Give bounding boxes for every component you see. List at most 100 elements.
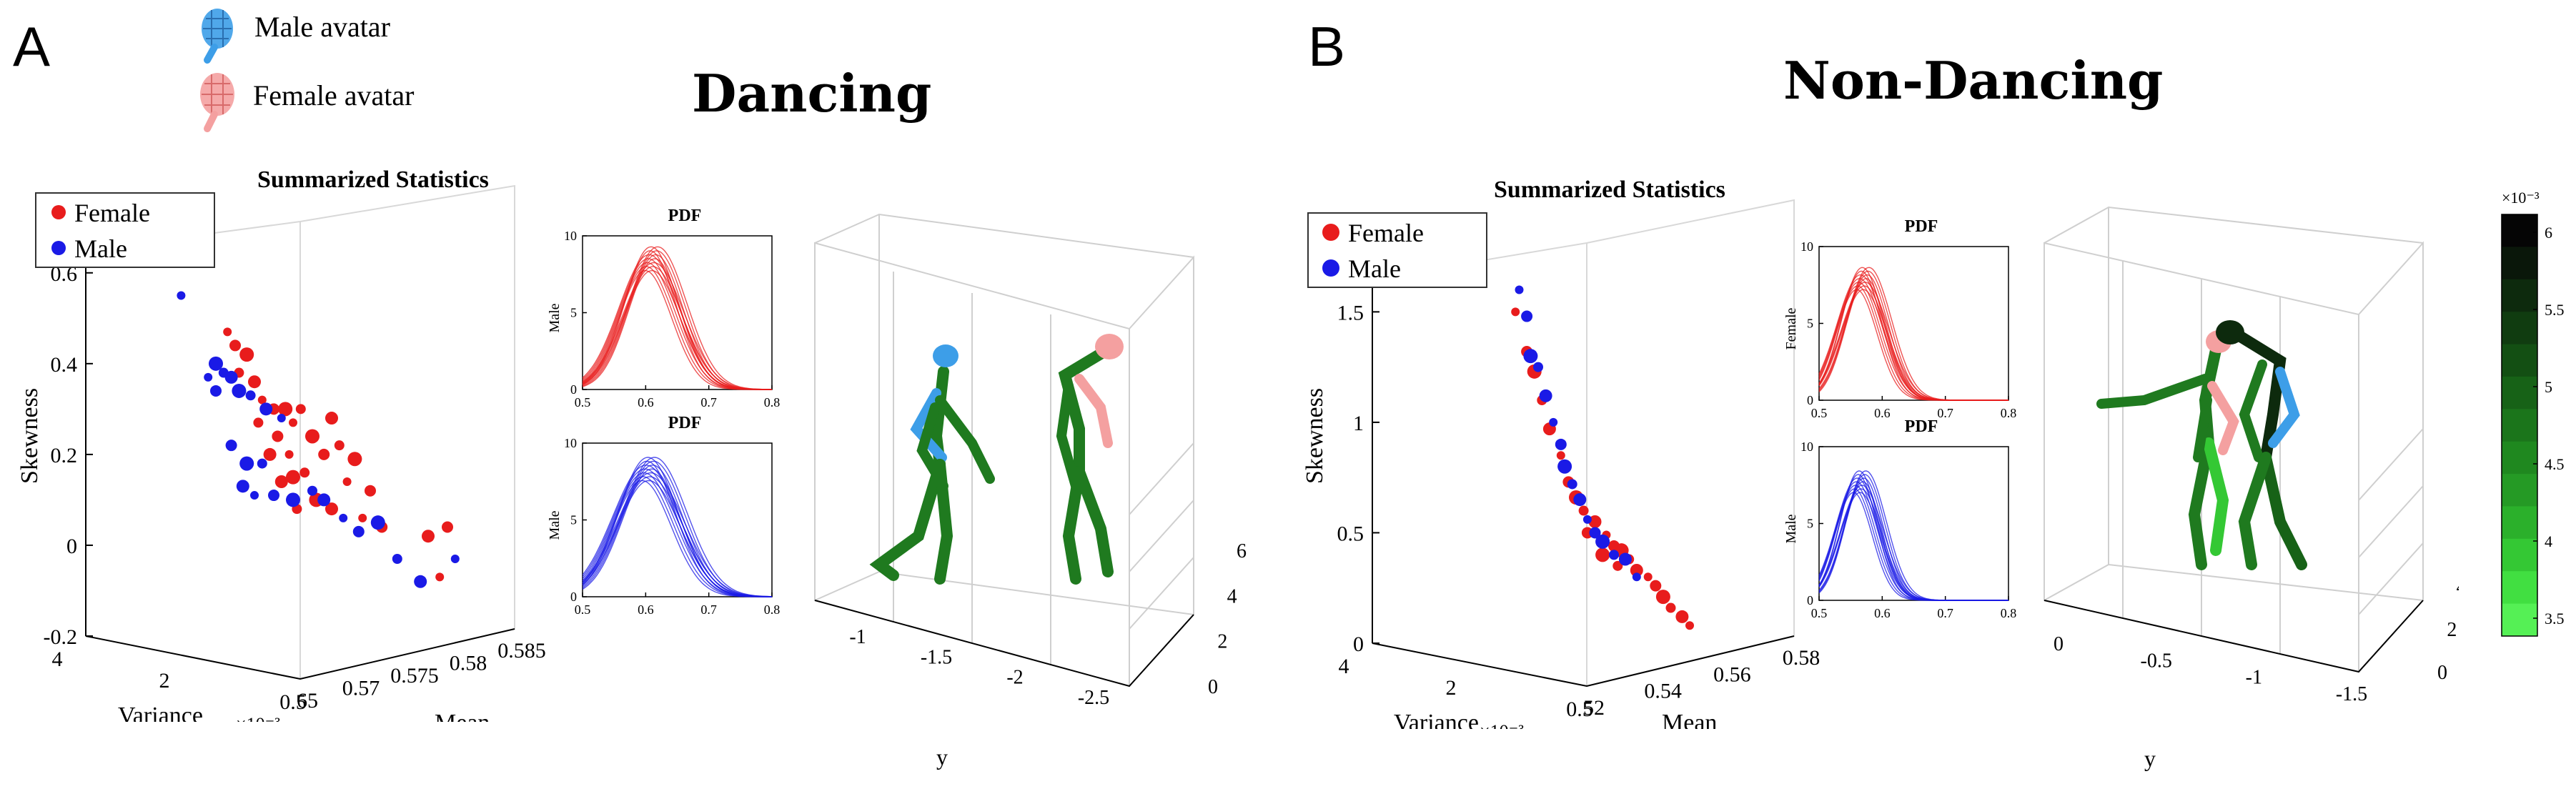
pdf-x-tick-label: 0.8	[2001, 606, 2017, 620]
male-data-point	[1521, 310, 1533, 322]
male-data-point	[209, 356, 223, 371]
male-data-point	[257, 458, 267, 469]
panel-a-skeleton-view: -1 -1.5 -2 -2.5 0 2 4 6 y	[814, 213, 1247, 770]
variance-tick-label: 2	[159, 669, 170, 693]
z-tick-label: 1.5	[1337, 301, 1364, 324]
colorbar-ticks: 6 5.5 5 4.5 4 3.5	[2533, 224, 2565, 627]
colorbar-tick-label: 5	[2545, 378, 2552, 396]
female-data-point	[229, 339, 241, 352]
female-data-point	[422, 530, 435, 543]
pdf-curve	[1818, 470, 2008, 601]
mean-tick-label: 0.57	[342, 677, 380, 700]
male-data-point	[1618, 552, 1632, 566]
pdf-y-tick-label: 5	[570, 306, 577, 320]
pdf-y-tick-label: 0	[1807, 393, 1813, 407]
panel-a-zlabel: Skewness	[16, 388, 43, 484]
legend-female-marker	[1322, 224, 1339, 241]
pdf-y-tick-label: 10	[564, 436, 577, 450]
female-data-point	[253, 417, 264, 428]
male-data-point	[1523, 349, 1538, 364]
female-data-point	[223, 327, 232, 337]
female-data-point	[1650, 580, 1662, 592]
panel-b-zlabel: Skewness	[1302, 388, 1328, 484]
panel-a-pdf-female-ylabel: Male	[547, 303, 563, 332]
male-data-point	[224, 370, 238, 384]
avatar-legend-icons	[200, 9, 234, 132]
panel-a-xlabel-exponent: ×10⁻³	[236, 714, 280, 722]
female-data-point	[1595, 547, 1610, 562]
z-tick-label: 0.2	[51, 444, 78, 467]
colorbar-swatch	[2502, 376, 2537, 410]
panel-a-xlabel: Variance	[118, 703, 203, 722]
male-data-point	[392, 554, 402, 564]
skeleton-depth-tick-label: 4	[1227, 585, 1237, 607]
panel-b-pdf-male-title: PDF	[1905, 417, 1938, 436]
legend-male-label: Male	[74, 234, 127, 263]
pdf-y-tick-label: 10	[1800, 440, 1813, 454]
male-data-point	[286, 492, 300, 507]
panel-a-pdf-male-chart: PDF Male 0.5 0.6 0.7 0.8 0 5 10	[547, 414, 781, 617]
male-data-point	[232, 383, 247, 398]
panel-a-scatter-points	[177, 249, 460, 588]
pdf-x-tick-label: 0.6	[1874, 606, 1891, 620]
female-data-point	[289, 418, 297, 427]
colorbar-tick-label: 4	[2545, 532, 2552, 550]
female-data-point	[239, 347, 254, 362]
panel-b-skeleton-xlabel: y	[2144, 745, 2156, 771]
pdf-x-tick-label: 0.6	[1874, 406, 1891, 420]
female-data-point	[1630, 564, 1643, 577]
legend-female-label: Female	[74, 199, 150, 227]
panel-a-legend: Female Male	[35, 192, 215, 268]
colorbar-tick-label: 3.5	[2545, 610, 2565, 627]
skeleton-x-tick-label: 0	[2054, 633, 2064, 655]
panel-b-title: Non-Dancing	[1783, 50, 2164, 111]
colorbar-tick-label: 5.5	[2545, 301, 2565, 319]
female-data-point	[1675, 610, 1689, 623]
pdf-curve	[582, 457, 772, 597]
skeleton-x-tick-label: -0.5	[2141, 650, 2172, 672]
variance-tick-label: 0.5	[279, 690, 307, 714]
panel-b-pdf-female-chart: PDF Female 0.5 0.6 0.7 0.8 0 5 10	[1783, 217, 2017, 420]
pdf-x-tick-label: 0.8	[2001, 406, 2017, 420]
panel-a-skeleton-xlabel: y	[936, 744, 948, 770]
female-data-point	[305, 429, 319, 444]
panel-b-pdf-male-chart: PDF Male 0.5 0.6 0.7 0.8 0 5 10	[1783, 417, 2017, 620]
panel-b-skeleton-box	[2044, 206, 2424, 673]
pdf-curve	[1818, 267, 2008, 401]
skeleton-x-tick-label: -2.5	[1078, 687, 1109, 709]
female-data-point	[365, 485, 376, 497]
female-avatar-label: Female avatar	[253, 79, 415, 111]
colorbar-tick-label: 4.5	[2545, 455, 2565, 473]
pdf-x-tick-label: 0.8	[764, 602, 781, 617]
skeleton-depth-tick-label: 2	[2447, 619, 2457, 641]
panel-b-pdf-male-ylabel: Male	[1783, 514, 1799, 543]
panel-b-xlabel-exponent: ×10⁻³	[1480, 721, 1524, 729]
mean-tick-label: 0.58	[450, 652, 487, 675]
male-data-point	[339, 513, 348, 522]
variance-tick-label: 4	[52, 647, 63, 671]
pdf-x-tick-label: 0.7	[1937, 606, 1953, 620]
panel-letter-a: A	[13, 15, 51, 78]
skeleton-depth-tick-label: 0	[2437, 662, 2447, 684]
female-data-point	[272, 430, 284, 442]
male-data-point	[236, 480, 249, 493]
skeleton-x-tick-label: -1.5	[921, 646, 952, 668]
male-data-point	[450, 555, 460, 563]
panel-b-pdf-female-title: PDF	[1905, 217, 1938, 236]
skeleton-x-tick-label: -1.5	[2336, 683, 2367, 705]
male-data-point	[1589, 527, 1601, 539]
male-data-point	[1632, 572, 1641, 582]
male-data-point	[1595, 534, 1610, 549]
z-tick-label: 0	[66, 535, 77, 558]
skeleton-x-tick-label: -1	[849, 626, 866, 648]
variance-tick-label: 2	[1446, 676, 1457, 700]
male-data-point	[1567, 479, 1577, 490]
colorbar-swatch	[2502, 214, 2537, 247]
legend-male-marker	[51, 241, 66, 255]
male-avatar-icon	[202, 9, 233, 64]
panel-a-title: Dancing	[692, 63, 932, 124]
female-data-point	[342, 477, 352, 486]
colorbar-swatch	[2502, 279, 2537, 312]
